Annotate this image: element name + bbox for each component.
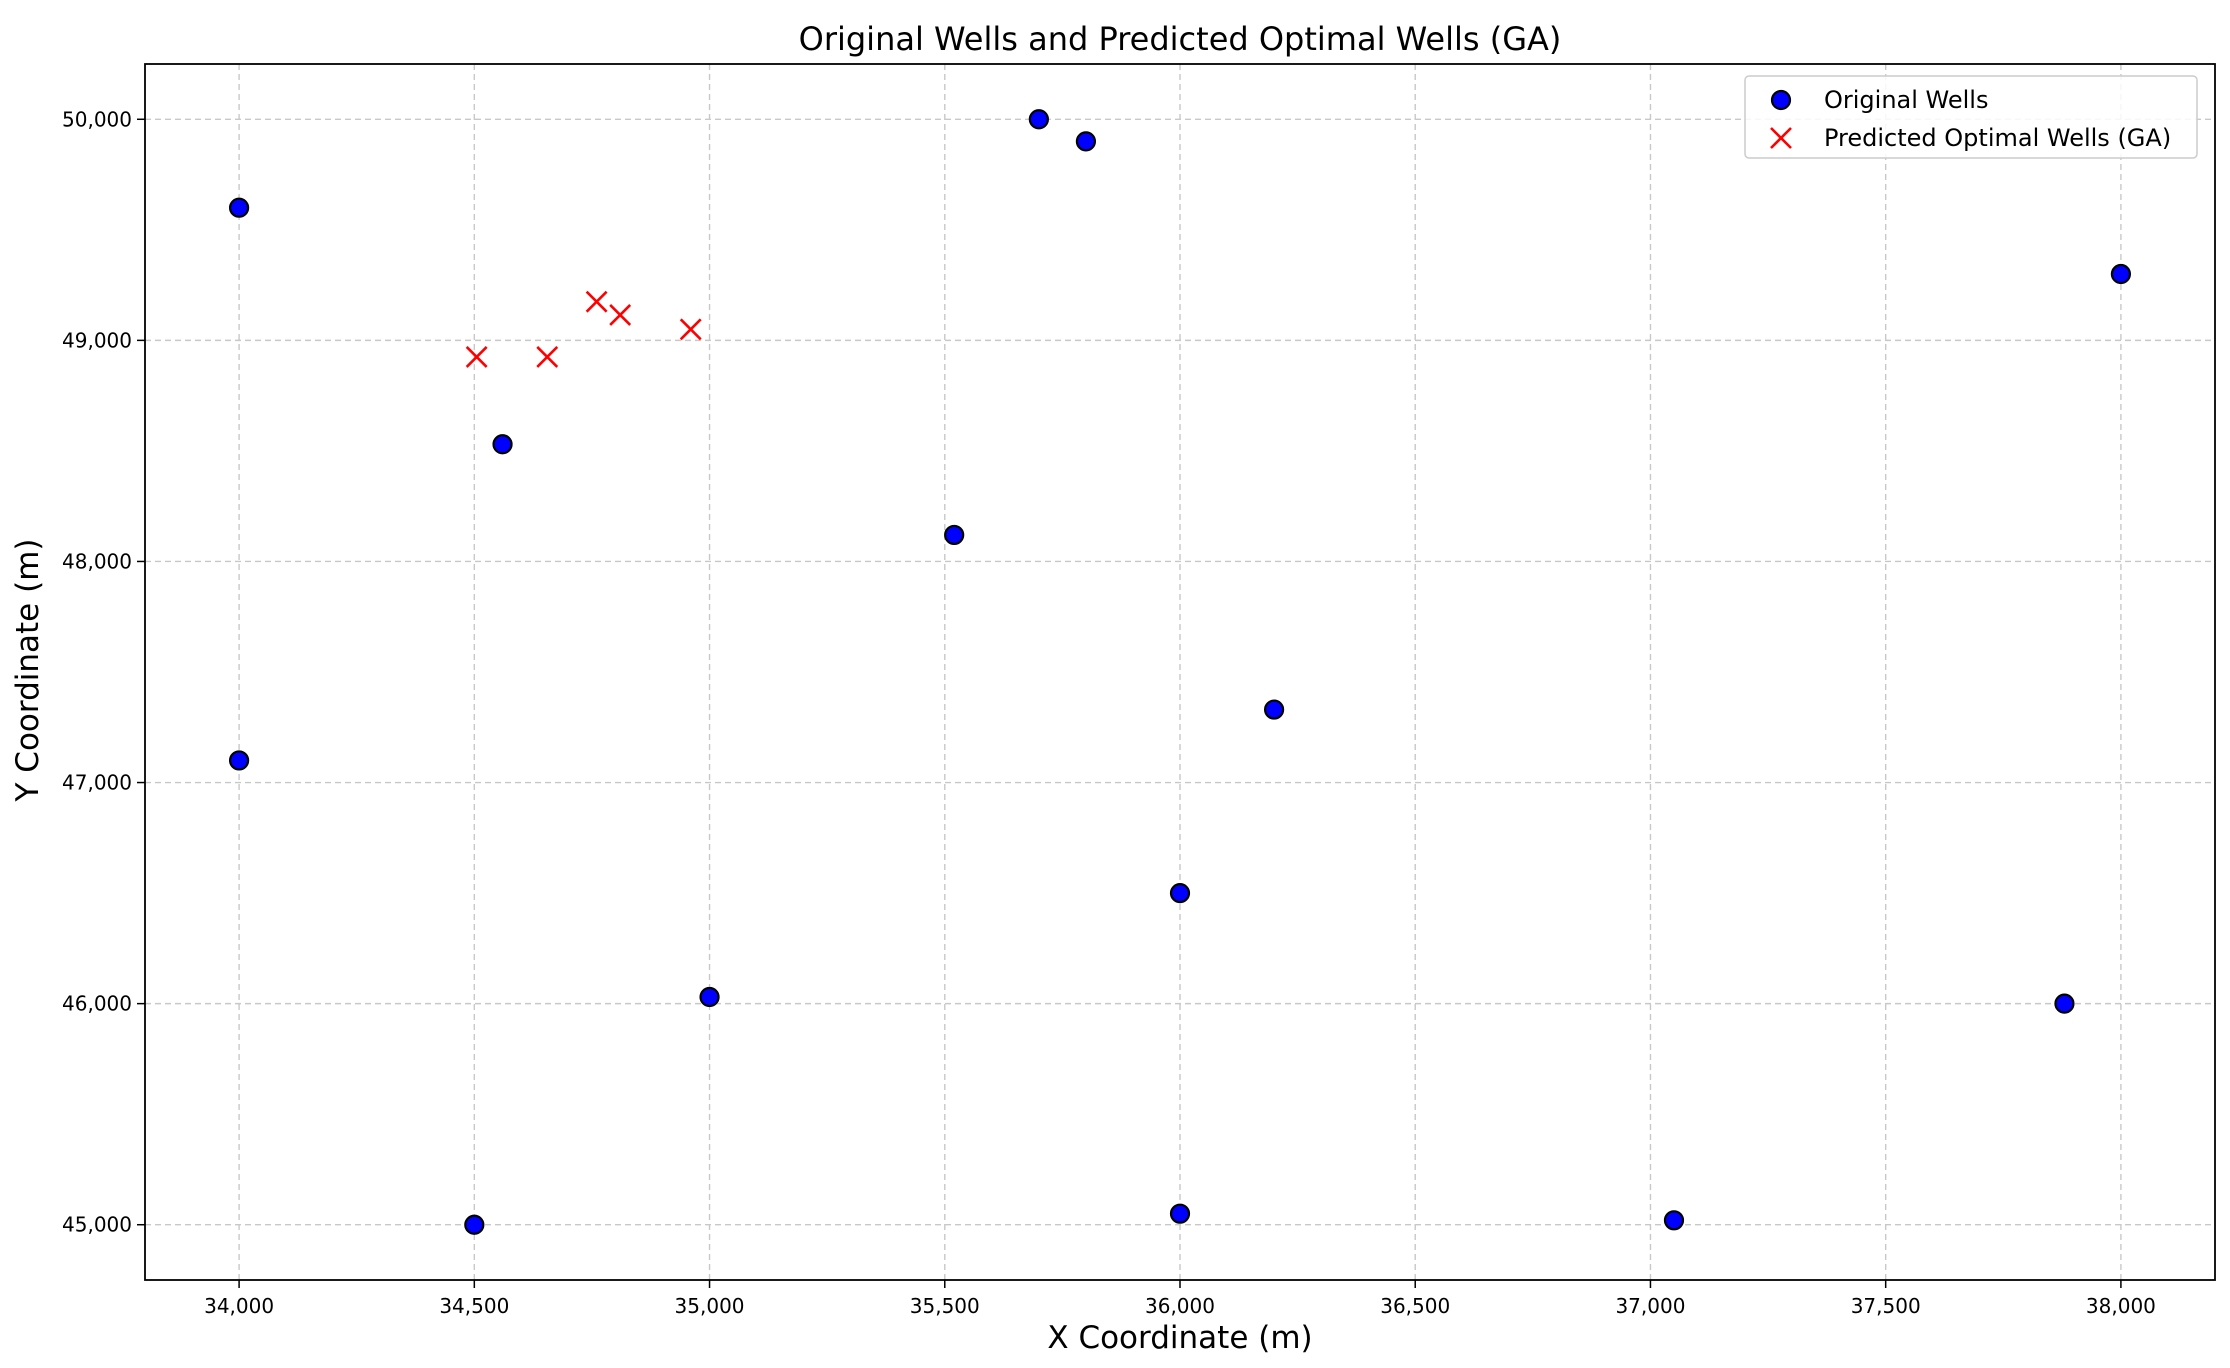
predicted-well-point xyxy=(679,318,702,341)
original-well-point xyxy=(1075,131,1097,152)
legend-x-marker xyxy=(1770,127,1792,149)
x-marker-stroke xyxy=(1770,127,1792,149)
original-well-point xyxy=(228,197,250,218)
x-marker-stroke xyxy=(609,304,632,326)
x-tick-label: 36,500 xyxy=(1380,1294,1450,1318)
original-well-point xyxy=(2054,993,2075,1014)
x-tick-label: 38,000 xyxy=(2086,1294,2156,1318)
x-marker-stroke xyxy=(536,346,559,368)
x-tick-label: 35,500 xyxy=(910,1294,980,1318)
y-tick-label: 45,000 xyxy=(62,1213,132,1237)
plot-area-frame xyxy=(144,63,2216,1281)
original-well-point xyxy=(1169,1203,1191,1224)
predicted-well-point xyxy=(609,304,632,326)
original-well-point xyxy=(1263,699,1285,720)
x-tick-label: 34,500 xyxy=(439,1294,509,1318)
x-tick-label: 36,000 xyxy=(1145,1294,1215,1318)
x-tick-label: 37,000 xyxy=(1615,1294,1685,1318)
original-well-point xyxy=(464,1214,485,1235)
y-tick-label: 48,000 xyxy=(62,549,132,573)
y-axis-label: Y Coordinate (m) xyxy=(10,539,46,803)
predicted-well-point xyxy=(585,290,608,313)
x-marker-stroke xyxy=(679,318,702,341)
x-tick-label: 35,000 xyxy=(675,1294,745,1318)
x-axis-label: X Coordinate (m) xyxy=(1047,1320,1312,1356)
tick-layer: 34,000 34,500 35,000 35,500 36,000 36,500 37,0… xyxy=(62,107,2156,1318)
chart-title: Original Wells and Predicted Optimal Wel… xyxy=(799,20,1562,58)
predicted-well-point xyxy=(536,346,559,368)
x-tick-label: 34,000 xyxy=(204,1294,274,1318)
original-well-point xyxy=(492,434,513,455)
original-well-point xyxy=(699,986,720,1008)
original-well-point xyxy=(1028,109,1049,130)
legend: Original Wells Predicted Optimal Wells (G… xyxy=(1744,75,2198,159)
y-tick-label: 47,000 xyxy=(62,771,132,795)
original-well-point xyxy=(944,524,965,546)
y-tick-label: 50,000 xyxy=(62,107,132,131)
legend-entry-label: Predicted Optimal Wells (GA) xyxy=(1824,124,2171,152)
original-well-point xyxy=(1663,1210,1685,1231)
legend-entry-label: Original Wells xyxy=(1824,86,1988,114)
data-marks xyxy=(228,109,2132,1235)
y-tick-label: 46,000 xyxy=(62,992,132,1016)
legend-box xyxy=(1744,75,2198,159)
original-well-point xyxy=(2110,263,2132,285)
x-marker-stroke xyxy=(585,290,608,313)
x-marker-stroke xyxy=(465,346,488,368)
y-tick-label: 49,000 xyxy=(62,328,132,352)
original-well-point xyxy=(228,750,250,771)
legend-circle-marker xyxy=(1770,89,1792,111)
predicted-well-point xyxy=(465,346,488,368)
x-tick-label: 37,500 xyxy=(1851,1294,1921,1318)
original-well-point xyxy=(1169,882,1191,904)
